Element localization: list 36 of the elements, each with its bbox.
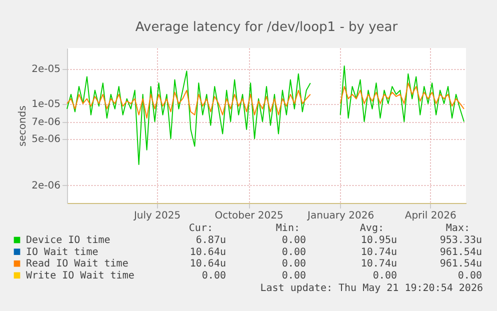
text: 961.54u	[440, 246, 482, 258]
text: 10.74u	[360, 246, 397, 258]
text: 10.74u	[360, 258, 397, 270]
text: 0.00	[282, 246, 306, 258]
text: Last update: Thu May 21 19:20:54 2026	[260, 283, 483, 294]
text: 6.87u	[196, 235, 226, 246]
text: 953.33u	[440, 235, 482, 246]
x-tick-label: January 2026	[306, 210, 374, 222]
text: Avg:	[360, 223, 384, 234]
text: 0.00	[202, 270, 226, 282]
legend-label: Read IO Wait time	[26, 258, 128, 270]
text: 10.95u	[360, 235, 397, 246]
text: 0.00	[372, 270, 397, 282]
text: 961.54u	[440, 258, 482, 270]
y-tick-label: 5e-06	[32, 134, 60, 146]
x-tick-label: July 2025	[132, 210, 181, 222]
text: Min:	[276, 223, 300, 234]
x-tick-label: April 2026	[404, 210, 456, 222]
text: Cur:	[188, 223, 213, 234]
chart-title: Average latency for /dev/loop1 - by year	[135, 20, 398, 35]
y-tick-label: 2e-05	[32, 64, 60, 76]
x-tick-label: October 2025	[214, 210, 284, 222]
text: 0.00	[282, 258, 306, 270]
text: 0.00	[458, 270, 482, 282]
y-tick-label: 7e-06	[32, 117, 60, 128]
text: 0.00	[282, 235, 306, 246]
text: 10.64u	[190, 258, 226, 270]
y-tick-label: 1e-05	[32, 99, 60, 110]
text: 0.00	[282, 270, 306, 282]
legend-label: Write IO Wait time	[26, 270, 134, 282]
text: Max:	[446, 223, 470, 234]
text: 10.64u	[190, 246, 226, 258]
legend-label: Device IO time	[26, 235, 110, 246]
y-tick-label: 2e-06	[32, 180, 60, 192]
legend-label: IO Wait time	[26, 246, 98, 258]
y-axis-title: seconds	[18, 106, 29, 146]
